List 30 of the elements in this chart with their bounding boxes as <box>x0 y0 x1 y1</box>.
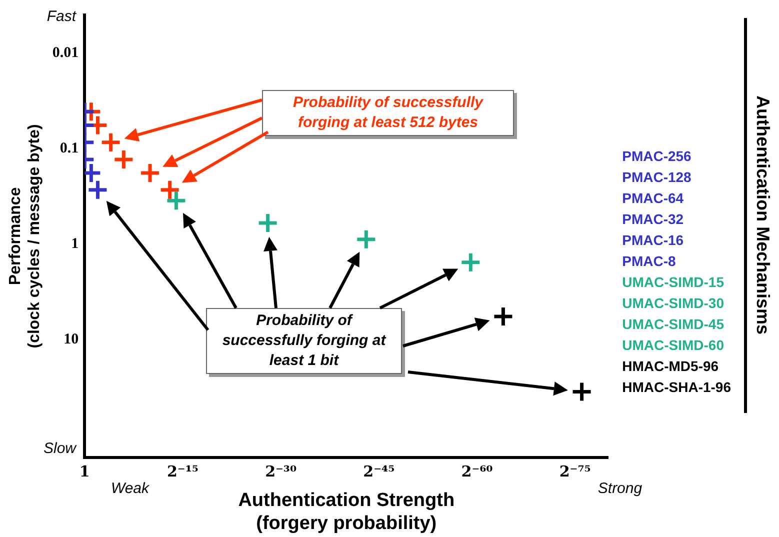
text: PMAC-128 <box>622 168 692 185</box>
x-axis-title: Authentication Strength (forgery probability) <box>238 490 455 534</box>
x-tick-label: 2⁻³⁰ <box>265 462 297 480</box>
text: Slow <box>42 440 76 458</box>
x-tick-label: 2⁻¹⁵ <box>166 462 198 480</box>
text: PMAC-64 <box>622 190 684 206</box>
x-tick-label: 2⁻⁶⁰ <box>461 462 494 480</box>
text: Strong <box>596 480 644 498</box>
text: UMAC-SIMD-15 <box>622 274 724 290</box>
text: UMAC-SIMD-45 <box>622 316 724 332</box>
legend-title: Authentication Mechanisms <box>753 95 774 335</box>
text: PMAC-16 <box>622 232 684 248</box>
text: UMAC-SIMD-60 <box>622 336 724 353</box>
text: HMAC-MD5-96 <box>622 358 719 374</box>
y-tick-label: 0.01 <box>52 44 79 61</box>
text: PMAC-32 <box>622 210 684 227</box>
callout-box: Probability of successfully forging at least 1 bit <box>206 308 402 374</box>
text: PMAC-256 <box>622 148 692 164</box>
text: Fast <box>46 8 76 26</box>
y-tick-label: 1 <box>71 236 79 252</box>
callout-box: Probability of successfully forging at least 512 bytes <box>262 90 514 136</box>
y-axis-title: Performance (clock cycles / message byte) <box>7 124 44 348</box>
text: UMAC-SIMD-30 <box>622 294 724 311</box>
text: PMAC-8 <box>622 252 676 269</box>
text: HMAC-SHA-1-96 <box>622 378 732 395</box>
x-tick-label: 2⁻⁷⁵ <box>559 462 591 480</box>
y-tick-label: 0.1 <box>60 140 79 156</box>
x-tick-label: 2⁻⁴⁵ <box>363 462 395 480</box>
text: Weak <box>110 480 150 498</box>
y-tick-label: 10 <box>64 332 79 348</box>
